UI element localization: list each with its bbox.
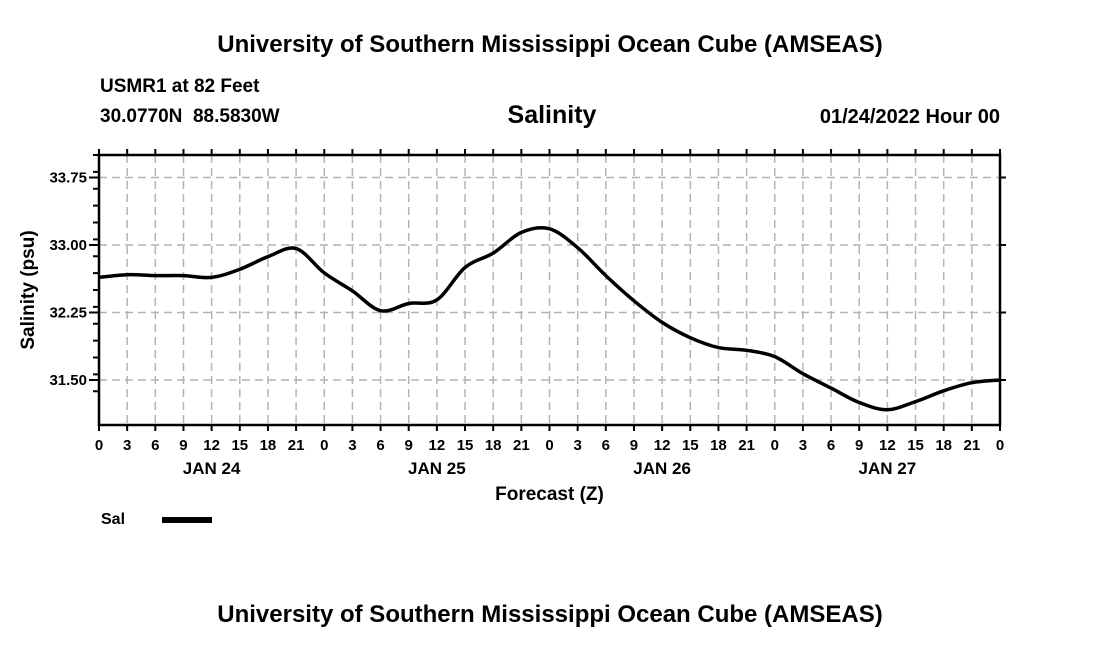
x-tick-label: 6 [151, 437, 159, 454]
main-title: University of Southern Mississippi Ocean… [217, 31, 883, 58]
x-tick-label: 18 [935, 437, 952, 454]
x-tick-label: 12 [203, 437, 220, 454]
x-tick-label: 3 [348, 437, 356, 454]
x-tick-label: 21 [288, 437, 305, 454]
x-tick-label: 3 [573, 437, 581, 454]
footer-title: University of Southern Mississippi Ocean… [217, 601, 883, 628]
y-tick-label: 32.25 [49, 305, 87, 322]
x-tick-label: 0 [95, 437, 103, 454]
x-tick-label: 15 [231, 437, 248, 454]
x-tick-label: 12 [879, 437, 896, 454]
y-tick-label: 31.50 [49, 372, 87, 389]
x-tick-label: 12 [429, 437, 446, 454]
series-line-sal [98, 225, 1001, 412]
variable-title: Salinity [507, 101, 597, 129]
x-tick-label: 9 [405, 437, 413, 454]
y-axis-label: Salinity (psu) [18, 230, 39, 349]
y-tick-label: 33.00 [49, 237, 87, 254]
x-tick-label: 6 [602, 437, 610, 454]
x-tick-label: 21 [513, 437, 530, 454]
x-tick-label: 15 [457, 437, 474, 454]
day-label: JAN 25 [408, 459, 466, 478]
x-tick-label: 0 [320, 437, 328, 454]
legend-line-swatch [162, 517, 212, 523]
x-tick-label: 12 [654, 437, 671, 454]
x-tick-label: 21 [738, 437, 755, 454]
x-tick-label: 6 [376, 437, 384, 454]
x-tick-label: 18 [485, 437, 502, 454]
x-tick-label: 6 [827, 437, 835, 454]
x-tick-label: 21 [964, 437, 981, 454]
x-tick-label: 9 [630, 437, 638, 454]
coordinates-label: 30.0770N 88.5830W [100, 106, 280, 127]
x-axis-label: Forecast (Z) [495, 484, 604, 505]
x-tick-label: 18 [710, 437, 727, 454]
y-tick-label: 33.75 [49, 170, 87, 187]
day-label: JAN 27 [859, 459, 917, 478]
station-label: USMR1 at 82 Feet [100, 76, 260, 97]
day-label: JAN 26 [633, 459, 691, 478]
x-tick-label: 0 [771, 437, 779, 454]
day-label: JAN 24 [183, 459, 241, 478]
datetime-label: 01/24/2022 Hour 00 [819, 106, 1000, 128]
x-tick-label: 18 [260, 437, 277, 454]
x-tick-label: 3 [123, 437, 131, 454]
x-tick-label: 15 [682, 437, 699, 454]
x-tick-label: 0 [996, 437, 1004, 454]
legend-label: Sal [101, 511, 126, 528]
x-tick-label: 3 [799, 437, 807, 454]
x-tick-label: 0 [545, 437, 553, 454]
x-tick-label: 9 [855, 437, 863, 454]
x-tick-label: 9 [179, 437, 187, 454]
x-tick-label: 15 [907, 437, 924, 454]
